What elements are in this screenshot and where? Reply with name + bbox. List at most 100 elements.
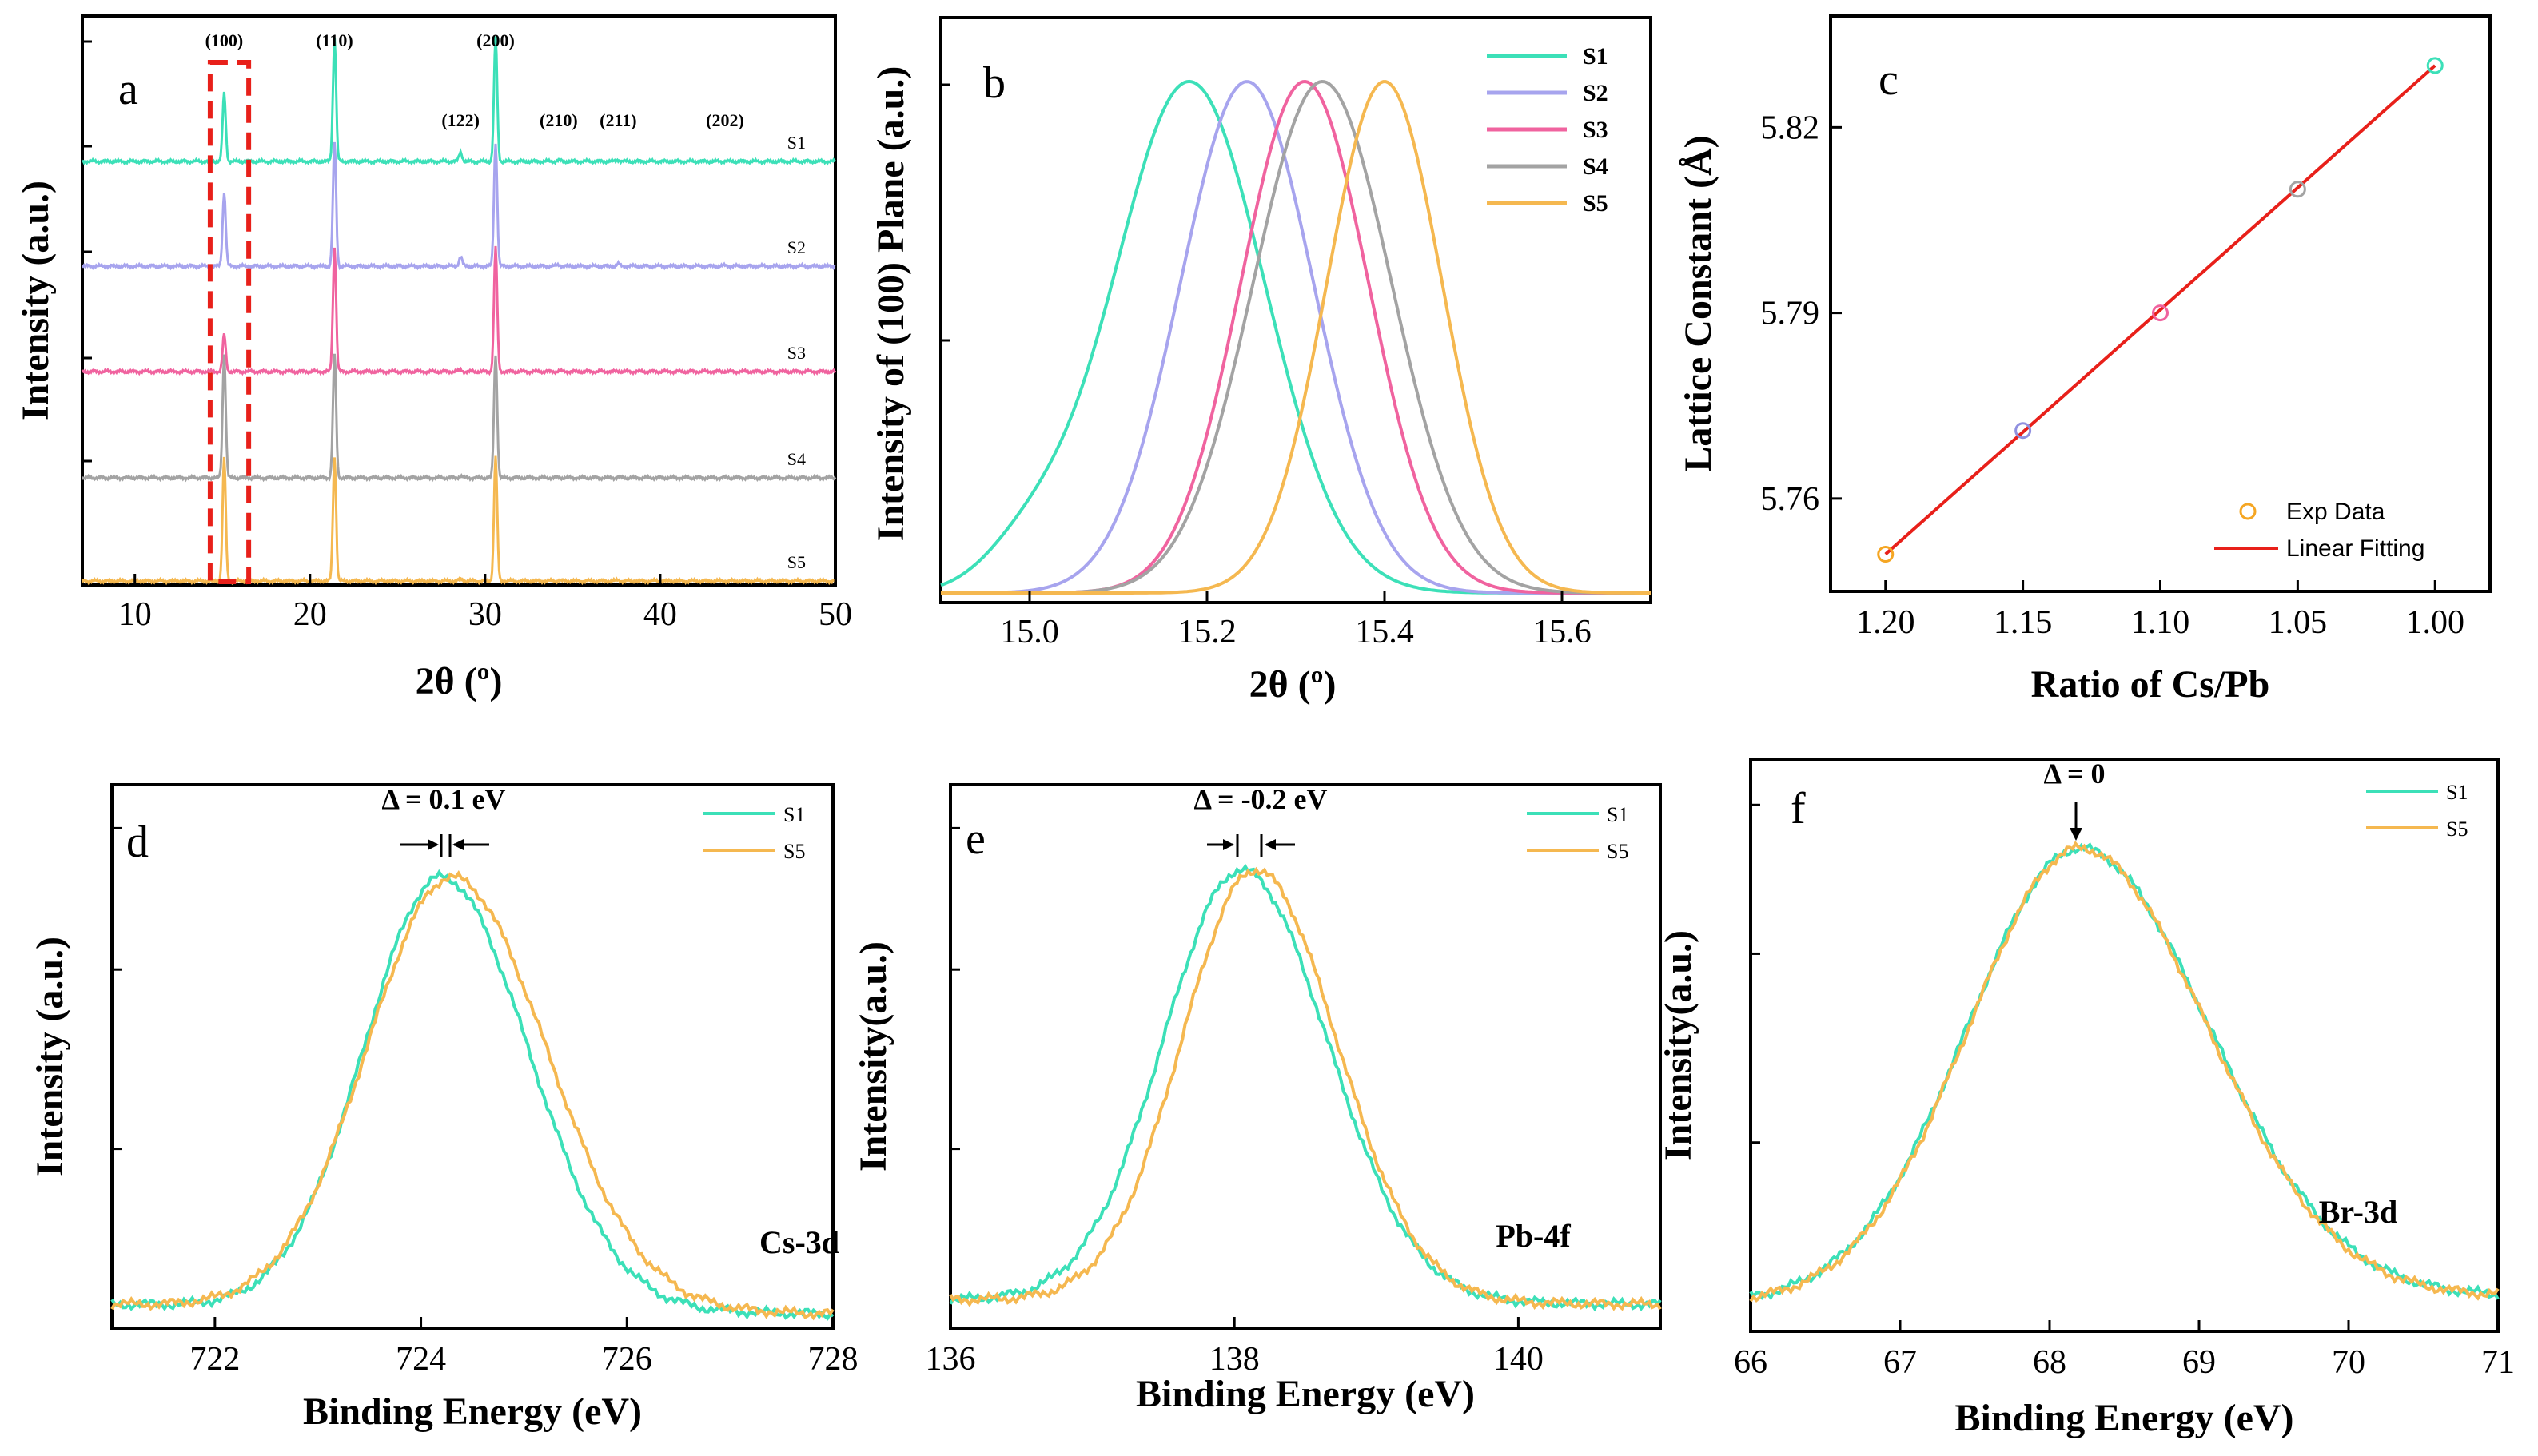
panel-label-a: a — [118, 65, 138, 114]
panel-e-ylabel: Intensity(a.u.) — [852, 941, 894, 1172]
peak-label: (122) — [441, 110, 480, 130]
peak-label: (211) — [600, 110, 636, 130]
panel-c-xtick-label: 1.05 — [2269, 604, 2328, 641]
data-point — [2014, 422, 2032, 440]
region-label: Cs-3d — [759, 1224, 839, 1260]
panel-b-xtick-label: 15.0 — [1000, 614, 1059, 650]
legend-label-S5: S5 — [783, 840, 805, 863]
region-label: Pb-4f — [1496, 1218, 1571, 1254]
panel-e-xtick-label: 140 — [1493, 1341, 1544, 1378]
panel-a-xrd: S1 S2 S3 S4 S5 (100) (110) (122) (200) (210) (211)… — [14, 14, 852, 702]
panel-f-frame — [1749, 758, 2500, 1333]
data-point — [2289, 181, 2306, 198]
delta-annotation: Δ = -0.2 eV — [1193, 783, 1327, 815]
panel-a-ylabel: Intensity (a.u.) — [14, 181, 57, 420]
panel-f-ylabel: Intensity(a.u.) — [1657, 930, 1699, 1160]
panel-label-d: d — [126, 818, 149, 867]
panel-f-xtick-label: 69 — [2182, 1344, 2216, 1381]
legend-label-S5: S5 — [1607, 840, 1628, 863]
panel-d-xtick-label: 722 — [189, 1341, 240, 1378]
panel-c-ytick-label: 5.82 — [1761, 109, 1820, 146]
panel-e-xtick-label: 136 — [926, 1341, 976, 1378]
highlight-box-100 — [207, 60, 252, 584]
panel-a-xtick-label: 30 — [468, 596, 502, 633]
series-line-S4 — [941, 79, 1651, 595]
sample-label-S3: S3 — [787, 343, 806, 363]
series-line-S1 — [949, 863, 1662, 1312]
peak-label: (210) — [540, 110, 578, 130]
panel-b-xtick-label: 15.4 — [1355, 614, 1414, 650]
panel-c-lattice: 1.20 1.15 1.10 1.05 1.00 5.76 5.79 5.82 Exp Data… — [1677, 14, 2492, 706]
delta-annotation: Δ = 0.1 eV — [381, 783, 505, 815]
panel-f-xtick-label: 67 — [1883, 1344, 1917, 1381]
legend-label-S2: S2 — [1583, 80, 1608, 106]
delta-arrowhead-left — [428, 839, 439, 850]
series-line-S1 — [110, 869, 835, 1321]
delta-arrowhead-left — [1223, 839, 1234, 850]
panel-label-c: c — [1879, 55, 1899, 105]
panel-e-xtick-label: 138 — [1209, 1341, 1260, 1378]
series-line-S5 — [1749, 841, 2500, 1303]
panel-label-b: b — [983, 58, 1006, 108]
panel-c-ytick-label: 5.79 — [1761, 296, 1820, 332]
series-line-S1 — [82, 36, 836, 166]
series-line-S5 — [110, 870, 835, 1321]
panel-c-xlabel: Ratio of Cs/Pb — [2031, 663, 2270, 706]
legend-label-exp: Exp Data — [2286, 499, 2385, 525]
series-line-S3 — [941, 79, 1651, 595]
panel-d-xtick-label: 724 — [396, 1341, 446, 1378]
panel-d-xtick-label: 728 — [808, 1341, 859, 1378]
panel-e-pb4f: S1 S5 136 138 140 Pb-4f Δ = -0.2 eV e Intensity(… — [852, 783, 1662, 1415]
series-line-S1 — [940, 79, 1651, 595]
legend-label-S1: S1 — [1583, 43, 1608, 70]
region-label: Br-3d — [2319, 1194, 2398, 1230]
delta-arrowhead-down — [2070, 828, 2082, 841]
peak-label: (110) — [316, 30, 353, 50]
panel-a-xtick-label: 20 — [293, 596, 327, 633]
series-line-S3 — [81, 245, 837, 376]
legend-label-S4: S4 — [1583, 153, 1608, 180]
delta-arrowhead-right — [452, 839, 464, 850]
panel-a-xlabel: 2θ (º) — [416, 660, 503, 702]
panel-f-xtick-label: 68 — [2033, 1344, 2066, 1381]
peak-label: (100) — [205, 30, 244, 50]
data-point — [2152, 304, 2169, 322]
legend-label-S3: S3 — [1583, 117, 1608, 143]
sample-label-S2: S2 — [787, 237, 806, 257]
panel-c-ylabel: Lattice Constant (Å) — [1677, 135, 1719, 471]
panel-label-f: f — [1791, 784, 1806, 833]
panel-e-frame — [949, 783, 1662, 1330]
panel-b-xlabel: 2θ (º) — [1249, 663, 1337, 706]
legend-label-S1: S1 — [2446, 781, 2468, 804]
series-line-S5 — [949, 866, 1662, 1311]
panel-d-cs3d: S1 S5 722 724 726 728 Cs-3d Δ = 0.1 eV d Intensit… — [29, 783, 859, 1433]
panel-c-xtick-label: 1.10 — [2131, 604, 2190, 641]
peak-label: (200) — [476, 30, 515, 50]
panel-d-frame — [110, 783, 835, 1330]
legend-label-S1: S1 — [783, 803, 805, 826]
panel-c-ytick-label: 5.76 — [1761, 481, 1820, 518]
legend-label-fit: Linear Fitting — [2286, 535, 2424, 562]
panel-b-frame — [939, 16, 1652, 604]
legend-label-S5: S5 — [1583, 190, 1608, 217]
sample-label-S4: S4 — [787, 449, 806, 469]
data-point — [2426, 57, 2444, 74]
panel-e-xlabel: Binding Energy (eV) — [1136, 1373, 1475, 1415]
sample-label-S1: S1 — [787, 133, 806, 153]
peak-label: (202) — [706, 110, 744, 130]
data-point — [1877, 546, 1895, 563]
panel-a-xtick-label: 10 — [118, 596, 152, 633]
series-line-S2 — [941, 80, 1651, 595]
legend-label-S5: S5 — [2446, 818, 2468, 841]
panel-f-xtick-label: 71 — [2481, 1344, 2515, 1381]
series-line-S1 — [1749, 842, 2500, 1301]
panel-b-xtick-label: 15.2 — [1177, 614, 1237, 650]
panel-c-xtick-label: 1.20 — [1856, 604, 1915, 641]
series-line-S4 — [81, 353, 837, 483]
panel-d-xlabel: Binding Energy (eV) — [303, 1390, 642, 1433]
panel-f-xlabel: Binding Energy (eV) — [1954, 1397, 2293, 1439]
panel-b-100-peak: S1 S2 S3 S4 S5 b 15.0 15.2 15.4 15.6 Intensity of … — [870, 16, 1652, 706]
panel-c-xtick-label: 1.15 — [1994, 604, 2053, 641]
panel-a-xtick-label: 50 — [819, 596, 852, 633]
panel-a-frame — [81, 14, 837, 587]
